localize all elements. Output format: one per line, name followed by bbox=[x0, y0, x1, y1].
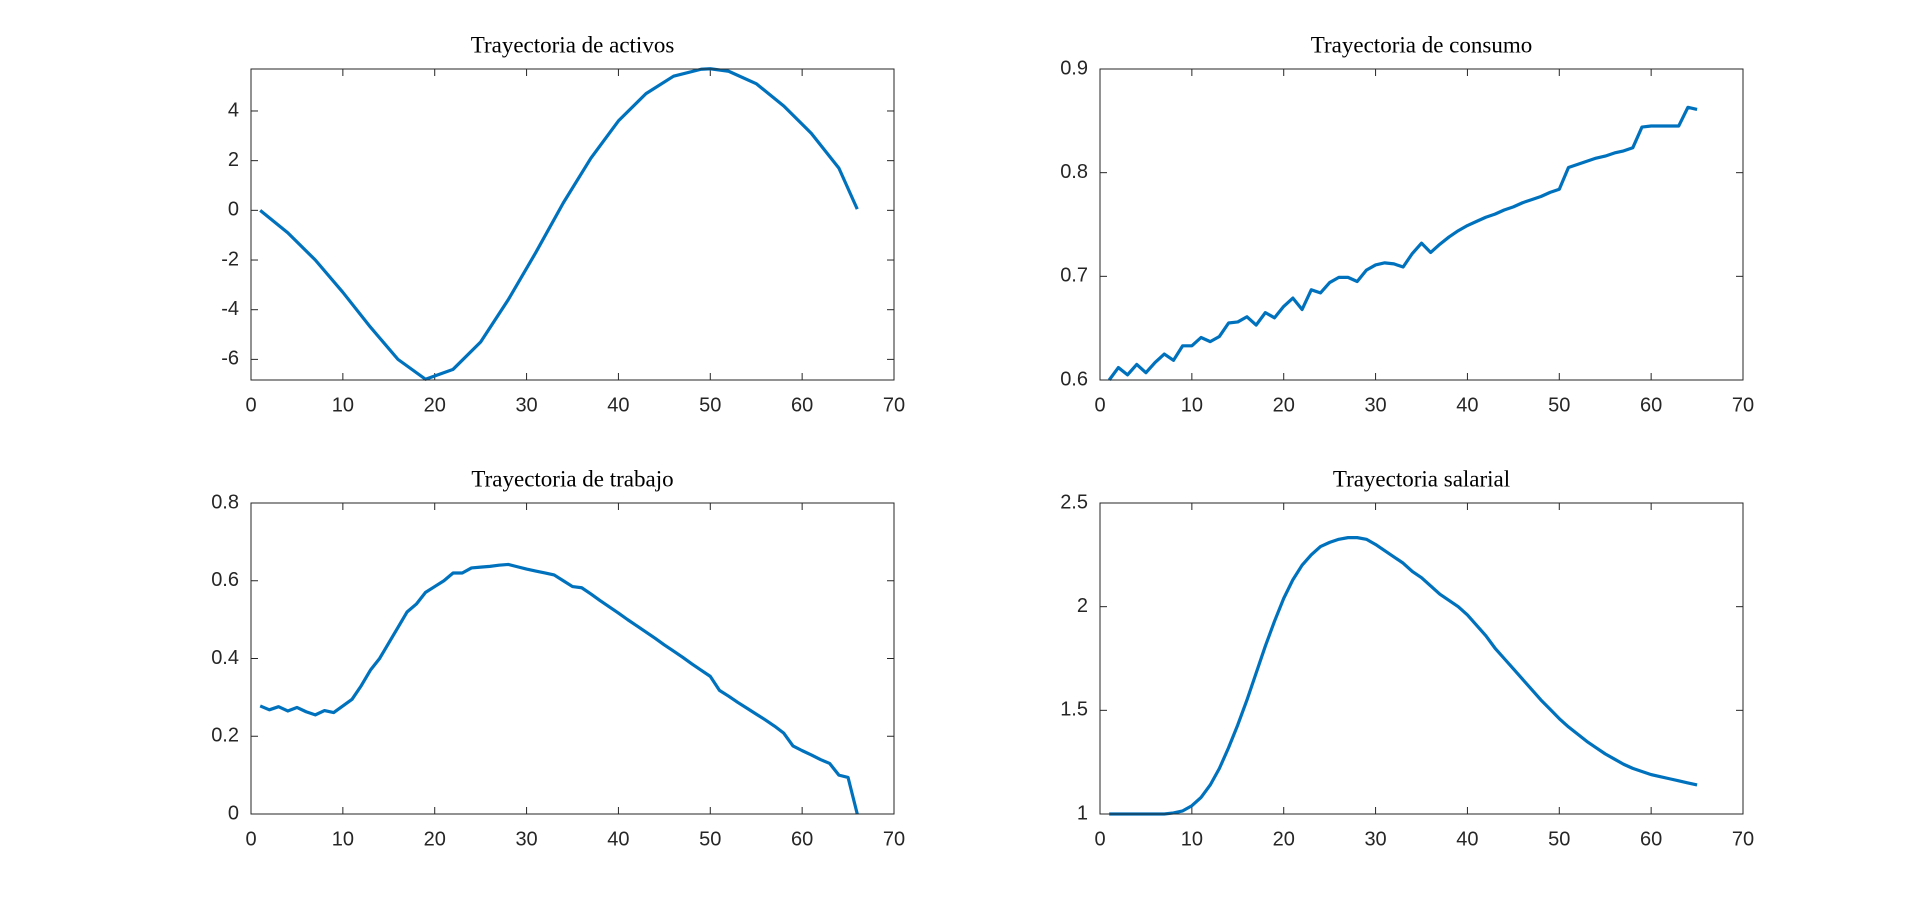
y-tick-label: 0.8 bbox=[211, 491, 239, 513]
x-tick-label: 20 bbox=[424, 394, 446, 416]
y-tick-label: 0.9 bbox=[1060, 57, 1088, 79]
x-tick-label: 70 bbox=[1732, 828, 1754, 850]
axes-box bbox=[1099, 68, 1744, 381]
x-tick-label: 0 bbox=[1094, 394, 1105, 416]
plot-area bbox=[251, 69, 894, 380]
x-tick-label: 60 bbox=[1640, 394, 1662, 416]
x-tick-label: 10 bbox=[1181, 828, 1203, 850]
x-tick-label: 40 bbox=[607, 394, 629, 416]
y-tick-label: 0.4 bbox=[211, 647, 239, 669]
y-tick-label: 0.6 bbox=[1060, 368, 1088, 390]
y-tick-label: 0.6 bbox=[211, 569, 239, 591]
y-tick-label: 0.8 bbox=[1060, 161, 1088, 183]
y-tick-label: 0.2 bbox=[211, 725, 239, 747]
plot-area bbox=[251, 503, 894, 814]
x-tick-label: 70 bbox=[1732, 394, 1754, 416]
x-tick-label: 30 bbox=[1364, 394, 1386, 416]
chart-title: Trayectoria de trabajo bbox=[471, 466, 673, 491]
x-tick-label: 30 bbox=[515, 828, 537, 850]
chart-title: Trayectoria salarial bbox=[1333, 466, 1510, 491]
y-tick-label: 1 bbox=[1077, 802, 1088, 824]
x-tick-label: 60 bbox=[791, 828, 813, 850]
chart-title: Trayectoria de activos bbox=[471, 32, 675, 57]
x-tick-label: 50 bbox=[1548, 828, 1570, 850]
x-tick-label: 20 bbox=[1273, 394, 1295, 416]
x-tick-label: 40 bbox=[607, 828, 629, 850]
x-tick-label: 10 bbox=[332, 828, 354, 850]
x-tick-label: 10 bbox=[332, 394, 354, 416]
x-tick-label: 20 bbox=[1273, 828, 1295, 850]
x-tick-label: 50 bbox=[699, 828, 721, 850]
y-tick-label: 2.5 bbox=[1060, 491, 1088, 513]
x-tick-label: 50 bbox=[699, 394, 721, 416]
x-tick-label: 0 bbox=[245, 828, 256, 850]
y-tick-label: 0 bbox=[228, 199, 239, 221]
x-tick-label: 60 bbox=[791, 394, 813, 416]
x-tick-label: 20 bbox=[424, 828, 446, 850]
axes-box bbox=[250, 68, 895, 381]
chart-title: Trayectoria de consumo bbox=[1311, 32, 1532, 57]
y-tick-label: -2 bbox=[221, 248, 239, 270]
x-tick-label: 30 bbox=[515, 394, 537, 416]
y-tick-label: 0.7 bbox=[1060, 265, 1088, 287]
plot-area bbox=[1100, 69, 1743, 380]
x-tick-label: 60 bbox=[1640, 828, 1662, 850]
data-line bbox=[259, 562, 859, 815]
data-line bbox=[1109, 536, 1698, 816]
y-tick-label: -4 bbox=[221, 298, 239, 320]
data-line bbox=[1107, 105, 1698, 381]
x-tick-label: 50 bbox=[1548, 394, 1570, 416]
x-tick-label: 30 bbox=[1364, 828, 1386, 850]
y-tick-label: 2 bbox=[228, 149, 239, 171]
plot-area bbox=[1100, 503, 1743, 814]
y-tick-label: 1.5 bbox=[1060, 699, 1088, 721]
x-tick-label: 40 bbox=[1456, 828, 1478, 850]
x-tick-label: 70 bbox=[883, 828, 905, 850]
axes-box bbox=[250, 502, 895, 815]
y-tick-label: 4 bbox=[228, 99, 239, 121]
x-tick-label: 10 bbox=[1181, 394, 1203, 416]
x-tick-label: 40 bbox=[1456, 394, 1478, 416]
data-line bbox=[259, 67, 859, 381]
y-tick-label: 0 bbox=[228, 802, 239, 824]
x-tick-label: 70 bbox=[883, 394, 905, 416]
x-tick-label: 0 bbox=[1094, 828, 1105, 850]
x-tick-label: 0 bbox=[245, 394, 256, 416]
y-tick-label: 2 bbox=[1077, 595, 1088, 617]
y-tick-label: -6 bbox=[221, 348, 239, 370]
axes-box bbox=[1099, 502, 1744, 815]
